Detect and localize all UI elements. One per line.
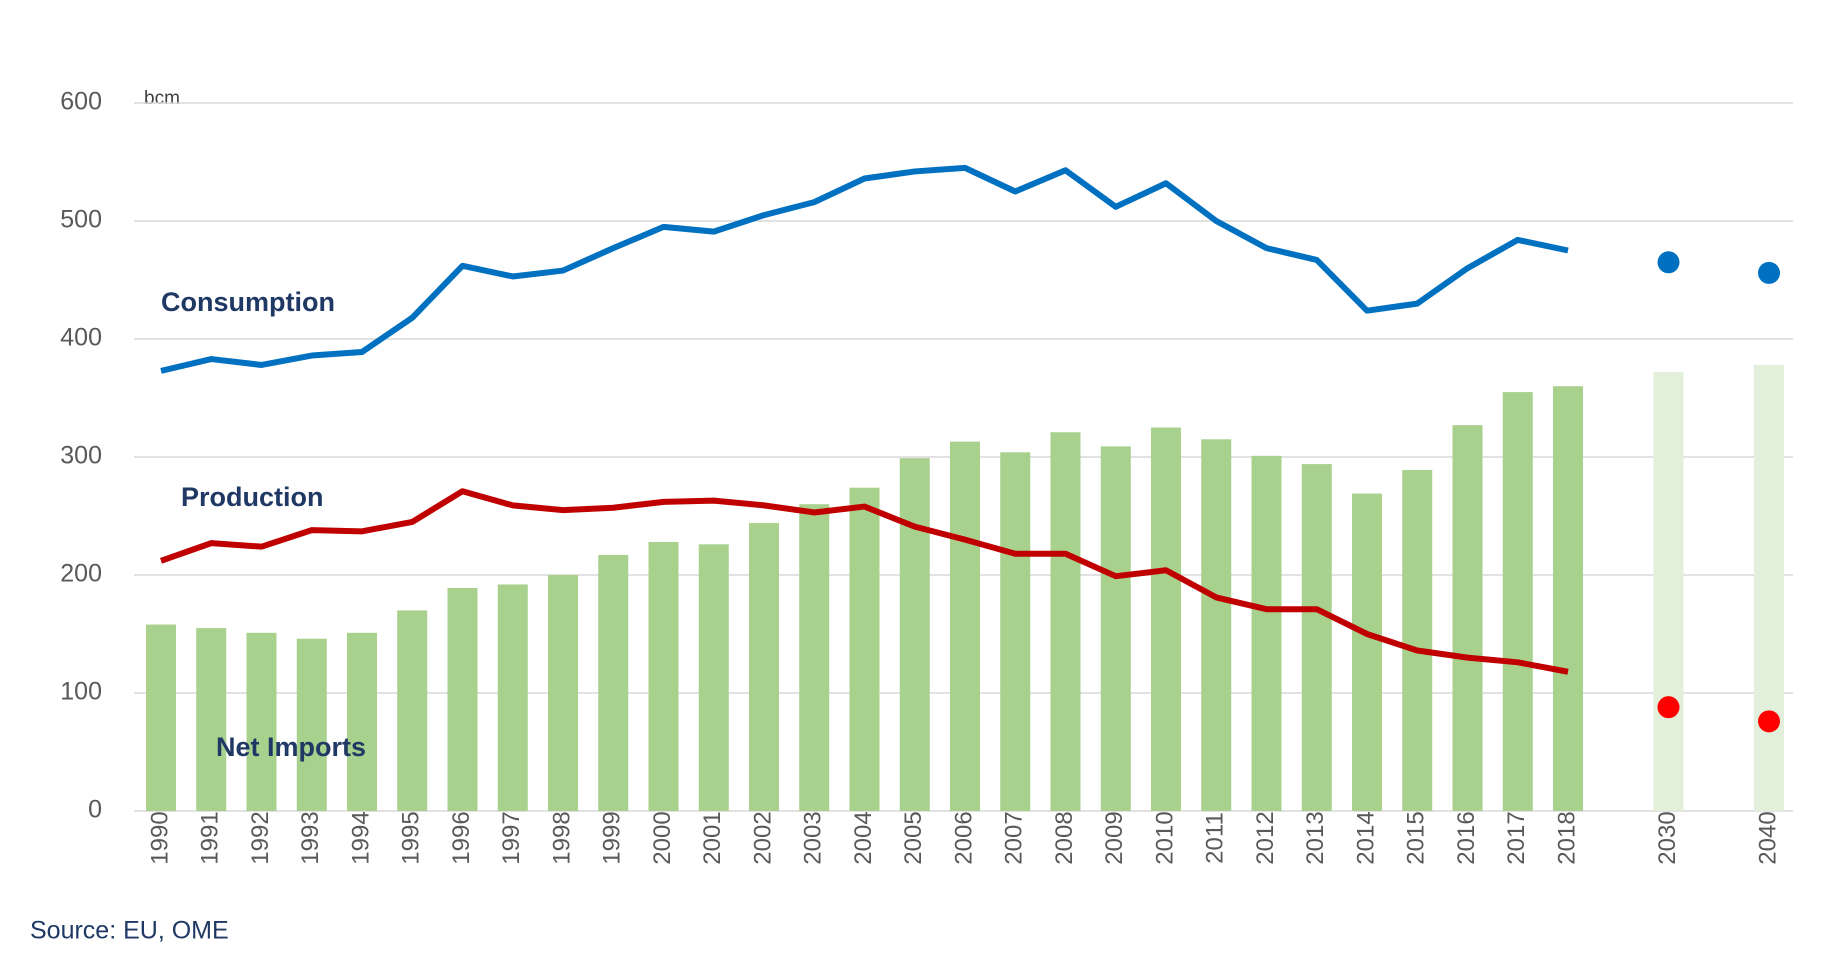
- bar: [849, 487, 880, 811]
- bar: [447, 587, 478, 811]
- x-tick-label: 2008: [1051, 811, 1078, 864]
- x-tick-label: 2001: [699, 811, 726, 864]
- bar: [196, 628, 227, 811]
- x-tick-label: 2004: [850, 811, 877, 864]
- bar: [1754, 364, 1784, 811]
- bar: [1553, 386, 1583, 811]
- y-tick-label: 200: [60, 560, 102, 588]
- x-tick-label: 2010: [1151, 811, 1178, 864]
- bar: [1653, 372, 1684, 811]
- x-tick-label: 2030: [1654, 811, 1681, 864]
- bar: [1301, 464, 1332, 811]
- y-tick-label: 400: [60, 324, 102, 352]
- bar: [497, 584, 528, 811]
- marker: [1657, 251, 1680, 274]
- bar: [548, 575, 578, 811]
- x-tick-label: 2017: [1503, 811, 1530, 864]
- unit-label: bcm: [144, 88, 180, 109]
- x-tick-label: 1993: [297, 811, 324, 864]
- x-tick-label: 2006: [950, 811, 977, 864]
- bar: [296, 638, 327, 811]
- x-tick-label: 1997: [498, 811, 525, 864]
- bar: [246, 632, 277, 811]
- bar: [1352, 493, 1382, 811]
- x-tick-label: 1991: [197, 811, 224, 864]
- bar: [1402, 469, 1433, 811]
- bar: [1452, 425, 1483, 811]
- x-tick-label: 1994: [347, 811, 374, 864]
- x-tick-label: 2016: [1453, 811, 1480, 864]
- bar: [899, 458, 930, 811]
- x-tick-label: 2000: [649, 811, 676, 864]
- series-label: Net Imports: [216, 732, 366, 762]
- bar: [950, 441, 980, 811]
- x-tick-label: 1999: [599, 811, 626, 864]
- bar: [1000, 452, 1031, 811]
- x-tick-label: 2002: [749, 811, 776, 864]
- bar: [1251, 455, 1282, 811]
- y-tick-label: 0: [88, 796, 102, 824]
- marker: [1657, 696, 1680, 719]
- bar: [397, 610, 428, 811]
- x-tick-label: 2013: [1302, 811, 1329, 864]
- x-tick-label: 2009: [1101, 811, 1128, 864]
- x-tick-label: 2003: [800, 811, 827, 864]
- x-tick-label: 1996: [448, 811, 475, 864]
- x-tick-label: 2040: [1754, 811, 1781, 864]
- bar: [648, 541, 679, 811]
- x-tick-label: 1990: [146, 811, 173, 864]
- x-tick-label: 2011: [1202, 812, 1229, 864]
- bar: [146, 624, 176, 811]
- x-tick-label: 1998: [548, 811, 575, 864]
- x-tick-label: 2012: [1252, 811, 1279, 864]
- bar: [1502, 392, 1533, 811]
- y-tick-label: 600: [60, 88, 102, 116]
- bar: [698, 544, 729, 811]
- x-tick-label: 1995: [398, 811, 425, 864]
- series-label: Production: [181, 482, 324, 512]
- x-tick-label: 2018: [1553, 811, 1580, 864]
- bar: [598, 554, 629, 811]
- bar: [1151, 427, 1181, 811]
- source: Source: EU, OME: [30, 917, 229, 945]
- series-label: Consumption: [161, 287, 335, 317]
- y-tick-label: 300: [60, 442, 102, 470]
- bar: [1100, 446, 1131, 811]
- y-tick-label: 500: [60, 206, 102, 234]
- x-tick-label: 1992: [247, 811, 274, 864]
- x-tick-label: 2005: [900, 811, 927, 864]
- x-tick-label: 2007: [1001, 811, 1028, 864]
- x-tick-label: 2014: [1352, 811, 1379, 864]
- x-tick-label: 2015: [1403, 811, 1430, 864]
- bar: [799, 504, 830, 811]
- marker: [1758, 710, 1780, 733]
- y-tick-label: 100: [60, 678, 102, 706]
- bar: [1201, 439, 1232, 811]
- line: [160, 164, 1569, 374]
- marker: [1758, 261, 1780, 284]
- line: [160, 488, 1569, 675]
- bar: [749, 523, 779, 811]
- bar: [1050, 432, 1081, 811]
- bar: [347, 632, 377, 811]
